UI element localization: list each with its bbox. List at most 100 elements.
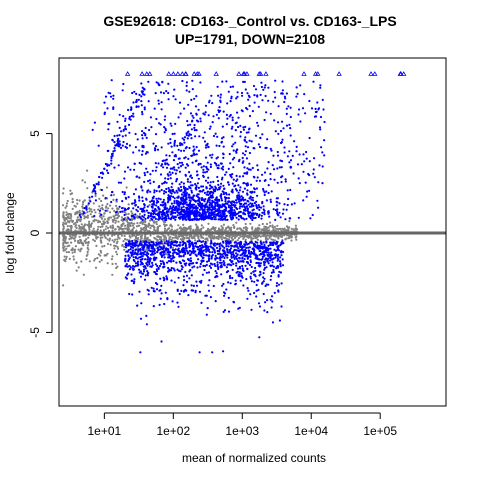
- point-significant: [107, 122, 110, 126]
- point-not-significant: [106, 242, 110, 245]
- point-not-significant: [244, 228, 247, 231]
- point-significant: [277, 257, 280, 260]
- point-significant: [179, 185, 183, 189]
- point-significant: [206, 161, 209, 164]
- point-significant: [155, 189, 158, 193]
- point-significant: [192, 251, 195, 254]
- point-significant: [154, 149, 157, 152]
- point-not-significant: [94, 266, 98, 269]
- point-significant: [209, 192, 212, 195]
- point-significant: [210, 257, 213, 260]
- point-not-significant: [127, 224, 130, 227]
- point-significant: [282, 242, 285, 245]
- point-significant: [203, 140, 207, 143]
- point-significant: [181, 251, 184, 254]
- point-not-significant: [139, 236, 143, 239]
- point-significant: [132, 256, 135, 259]
- point-significant: [298, 108, 301, 111]
- point-significant: [243, 254, 247, 257]
- point-not-significant: [176, 228, 179, 231]
- point-significant: [134, 264, 138, 267]
- point-significant: [128, 292, 131, 296]
- point-significant: [237, 197, 240, 200]
- point-significant: [269, 247, 272, 250]
- point-not-significant: [115, 204, 118, 207]
- point-significant: [182, 182, 185, 185]
- point-significant: [195, 284, 199, 287]
- point-significant: [159, 198, 162, 201]
- point-significant: [141, 246, 144, 249]
- point-significant: [275, 267, 278, 270]
- point-significant: [208, 264, 211, 268]
- point-significant: [289, 127, 292, 130]
- point-significant: [214, 203, 217, 206]
- point-not-significant: [214, 229, 217, 232]
- point-significant: [119, 181, 123, 184]
- point-significant: [265, 111, 268, 114]
- point-significant: [177, 148, 180, 151]
- point-significant: [149, 173, 152, 176]
- point-significant: [245, 278, 248, 281]
- point-significant: [85, 206, 88, 210]
- point-significant: [220, 218, 223, 221]
- point-significant: [215, 144, 218, 147]
- point-significant: [156, 251, 159, 254]
- point-not-significant: [281, 227, 284, 230]
- point-not-significant: [154, 229, 157, 232]
- point-significant: [258, 274, 261, 277]
- point-not-significant: [72, 237, 76, 240]
- point-not-significant: [126, 238, 129, 241]
- point-not-significant: [87, 236, 90, 239]
- point-significant: [105, 169, 109, 172]
- point-significant: [110, 194, 113, 197]
- point-not-significant: [235, 221, 238, 224]
- point-significant: [210, 218, 214, 221]
- point-significant: [318, 126, 322, 129]
- point-significant: [200, 301, 203, 304]
- point-not-significant: [136, 215, 139, 218]
- point-significant: [115, 144, 118, 147]
- point-significant: [163, 242, 166, 245]
- point-significant: [205, 167, 209, 170]
- point-significant: [179, 144, 182, 147]
- point-significant: [308, 160, 311, 163]
- point-not-significant: [85, 258, 88, 261]
- point-significant: [164, 291, 167, 294]
- point-not-significant: [96, 228, 99, 231]
- point-significant: [183, 214, 186, 217]
- point-significant: [192, 284, 195, 287]
- point-not-significant: [111, 207, 114, 210]
- point-significant: [188, 193, 191, 196]
- point-significant: [141, 113, 144, 116]
- point-significant: [197, 246, 200, 249]
- capped-point: [191, 71, 197, 76]
- point-significant: [155, 213, 158, 216]
- point-significant: [184, 270, 187, 274]
- point-not-significant: [271, 224, 274, 227]
- capped-point: [368, 71, 374, 76]
- point-significant: [253, 251, 256, 255]
- point-significant: [132, 112, 135, 115]
- point-significant: [130, 273, 133, 276]
- point-significant: [269, 200, 272, 203]
- point-significant: [160, 284, 163, 287]
- point-significant: [124, 208, 127, 211]
- point-significant: [306, 190, 309, 193]
- point-significant: [267, 184, 270, 187]
- point-significant: [216, 275, 219, 278]
- point-not-significant: [272, 226, 275, 229]
- point-significant: [204, 294, 207, 297]
- y-tick-label: 5: [28, 130, 42, 137]
- point-not-significant: [179, 238, 182, 241]
- point-not-significant: [87, 240, 90, 244]
- point-significant: [269, 264, 272, 267]
- point-significant: [210, 156, 213, 159]
- point-significant: [272, 268, 275, 272]
- point-not-significant: [84, 241, 87, 245]
- point-not-significant: [77, 224, 81, 227]
- point-significant: [190, 242, 193, 245]
- point-significant: [261, 282, 264, 285]
- point-significant: [302, 170, 305, 173]
- point-significant: [284, 178, 287, 181]
- point-significant: [256, 95, 259, 98]
